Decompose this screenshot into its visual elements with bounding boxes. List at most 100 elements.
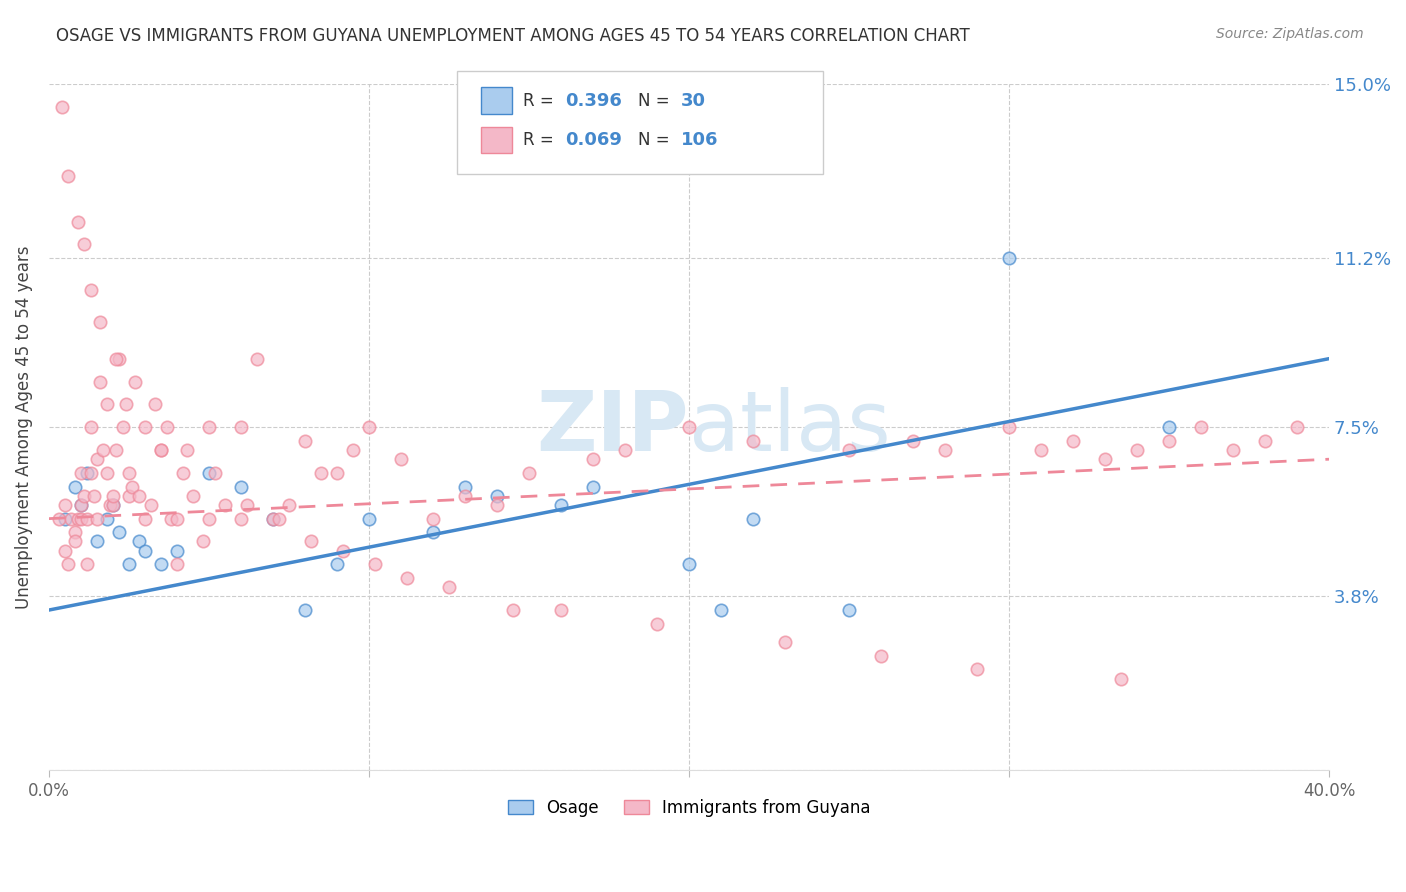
Point [86, 534, 108, 549]
Point [121, 480, 143, 494]
Point [111, 420, 134, 434]
Point [357, 511, 380, 525]
Point [166, 511, 188, 525]
Point [998, 251, 1021, 265]
Point [742, 434, 765, 448]
Point [517, 466, 540, 480]
Point [96, 397, 118, 411]
Point [1157, 420, 1180, 434]
Text: N =: N = [638, 131, 675, 149]
Point [550, 603, 572, 617]
Point [108, 351, 131, 366]
Point [246, 351, 269, 366]
Y-axis label: Unemployment Among Ages 45 to 54 years: Unemployment Among Ages 45 to 54 years [15, 245, 32, 609]
Point [742, 511, 765, 525]
Point [236, 498, 259, 512]
Point [1109, 672, 1132, 686]
Point [1062, 434, 1084, 448]
Point [149, 443, 172, 458]
Point [326, 558, 349, 572]
Point [998, 420, 1021, 434]
Point [214, 498, 236, 512]
Point [118, 489, 141, 503]
Point [614, 443, 637, 458]
Point [96, 466, 118, 480]
Point [101, 498, 124, 512]
Point [678, 558, 700, 572]
Point [53, 498, 76, 512]
Point [1254, 434, 1277, 448]
Text: 30: 30 [681, 92, 706, 110]
Point [485, 498, 508, 512]
Text: 0.069: 0.069 [565, 131, 621, 149]
Point [326, 466, 349, 480]
Point [101, 489, 124, 503]
Point [299, 534, 322, 549]
Point [364, 558, 387, 572]
Point [60, 511, 83, 525]
Point [389, 452, 412, 467]
Point [124, 375, 146, 389]
Point [63, 525, 86, 540]
Point [966, 663, 988, 677]
Text: 106: 106 [681, 131, 718, 149]
Point [176, 443, 198, 458]
Point [278, 498, 301, 512]
Point [1285, 420, 1308, 434]
Point [332, 543, 354, 558]
Point [79, 466, 101, 480]
Point [582, 452, 605, 467]
Point [105, 443, 128, 458]
Point [229, 511, 252, 525]
Point [645, 616, 668, 631]
Point [63, 534, 86, 549]
Point [86, 452, 108, 467]
Point [53, 511, 76, 525]
Point [76, 511, 98, 525]
Point [422, 511, 444, 525]
Point [89, 315, 111, 329]
Point [454, 480, 477, 494]
Point [198, 511, 221, 525]
Point [143, 397, 166, 411]
Point [79, 420, 101, 434]
Point [105, 351, 128, 366]
Point [582, 480, 605, 494]
Point [166, 543, 188, 558]
Point [159, 511, 181, 525]
Point [422, 525, 444, 540]
Point [901, 434, 924, 448]
Text: R =: R = [523, 92, 560, 110]
Point [1157, 434, 1180, 448]
Point [229, 420, 252, 434]
Point [870, 648, 893, 663]
Point [101, 498, 124, 512]
Point [1189, 420, 1212, 434]
Point [76, 466, 98, 480]
Point [294, 603, 316, 617]
Point [70, 498, 93, 512]
Point [229, 480, 252, 494]
Point [66, 214, 89, 228]
Text: R =: R = [523, 131, 560, 149]
Point [134, 420, 156, 434]
Point [134, 543, 156, 558]
Point [73, 237, 96, 252]
Point [98, 498, 121, 512]
Point [191, 534, 214, 549]
Text: OSAGE VS IMMIGRANTS FROM GUYANA UNEMPLOYMENT AMONG AGES 45 TO 54 YEARS CORRELATI: OSAGE VS IMMIGRANTS FROM GUYANA UNEMPLOY… [56, 27, 970, 45]
Point [156, 420, 179, 434]
Point [118, 466, 141, 480]
Point [934, 443, 956, 458]
Point [134, 511, 156, 525]
Point [96, 511, 118, 525]
Point [70, 511, 93, 525]
Point [678, 420, 700, 434]
Point [269, 511, 291, 525]
Point [53, 543, 76, 558]
Point [73, 489, 96, 503]
Point [149, 443, 172, 458]
Point [89, 375, 111, 389]
Point [396, 571, 419, 585]
Point [1029, 443, 1052, 458]
